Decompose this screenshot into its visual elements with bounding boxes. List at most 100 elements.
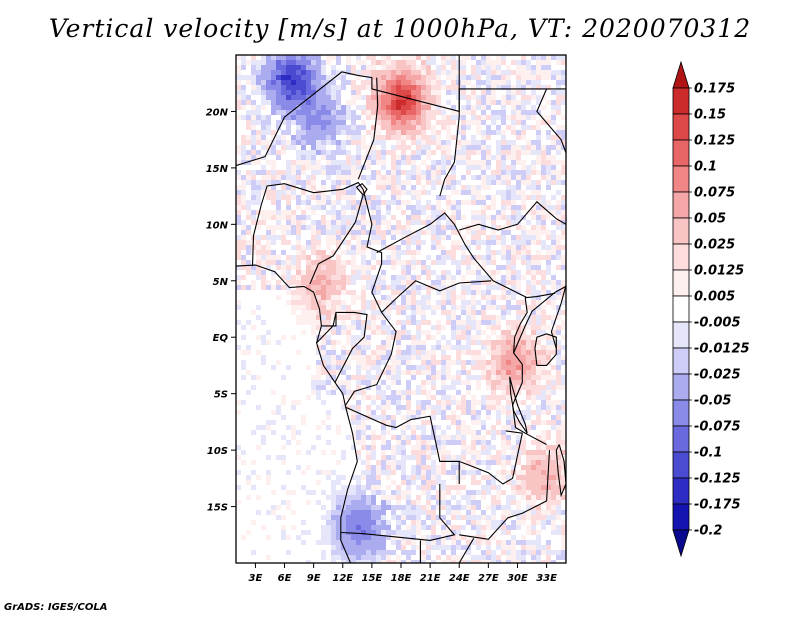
field-cell	[236, 280, 241, 285]
field-cell	[391, 465, 396, 470]
field-cell	[401, 405, 406, 410]
field-cell	[531, 140, 536, 145]
field-cell	[366, 220, 371, 225]
field-cell	[301, 130, 306, 135]
field-cell	[266, 210, 271, 215]
field-cell	[336, 490, 341, 495]
field-cell	[326, 115, 331, 120]
field-cell	[401, 290, 406, 295]
field-cell	[331, 230, 336, 235]
field-cell	[381, 260, 386, 265]
field-cell	[391, 110, 396, 115]
field-cell	[341, 400, 346, 405]
field-cell	[416, 505, 421, 510]
field-cell	[451, 460, 456, 465]
field-cell	[411, 195, 416, 200]
field-cell	[251, 550, 256, 555]
field-cell	[516, 315, 521, 320]
field-cell	[541, 475, 546, 480]
field-cell	[371, 280, 376, 285]
field-cell	[396, 85, 401, 90]
field-cell	[466, 325, 471, 330]
field-cell	[401, 490, 406, 495]
field-cell	[371, 220, 376, 225]
field-cell	[256, 510, 261, 515]
field-cell	[281, 115, 286, 120]
field-cell	[541, 85, 546, 90]
field-cell	[241, 205, 246, 210]
field-cell	[286, 185, 291, 190]
field-cell	[506, 295, 511, 300]
field-cell	[511, 360, 516, 365]
field-cell	[341, 535, 346, 540]
field-cell	[536, 265, 541, 270]
field-cell	[461, 95, 466, 100]
field-cell	[321, 150, 326, 155]
field-cell	[426, 435, 431, 440]
field-cell	[401, 65, 406, 70]
colorbar-bin	[672, 451, 690, 479]
field-cell	[531, 260, 536, 265]
field-cell	[276, 410, 281, 415]
field-cell	[461, 250, 466, 255]
border-line	[439, 430, 523, 485]
field-cell	[266, 60, 271, 65]
field-cell	[286, 125, 291, 130]
field-cell	[266, 80, 271, 85]
field-cell	[336, 540, 341, 545]
field-cell	[521, 100, 526, 105]
field-cell	[486, 480, 491, 485]
field-cell	[381, 380, 386, 385]
colorbar-label: 0.005	[694, 290, 735, 305]
field-cell	[321, 120, 326, 125]
field-cell	[381, 140, 386, 145]
field-cell	[556, 170, 561, 175]
field-cell	[381, 390, 386, 395]
field-cell	[426, 60, 431, 65]
field-cell	[496, 155, 501, 160]
field-cell	[371, 235, 376, 240]
field-cell	[421, 350, 426, 355]
field-cell	[256, 65, 261, 70]
x-tick-label: 30E	[507, 573, 528, 584]
field-cell	[471, 510, 476, 515]
field-cell	[411, 510, 416, 515]
field-cell	[541, 65, 546, 70]
field-cell	[506, 445, 511, 450]
field-cell	[536, 135, 541, 140]
field-cell	[256, 240, 261, 245]
field-cell	[426, 290, 431, 295]
field-cell	[266, 455, 271, 460]
field-cell	[401, 305, 406, 310]
field-cell	[256, 495, 261, 500]
field-cell	[316, 395, 321, 400]
field-cell	[291, 425, 296, 430]
field-cell	[251, 520, 256, 525]
field-cell	[476, 100, 481, 105]
field-cell	[366, 395, 371, 400]
field-cell	[361, 340, 366, 345]
field-cell	[521, 130, 526, 135]
field-cell	[326, 440, 331, 445]
field-cell	[466, 120, 471, 125]
field-cell	[421, 145, 426, 150]
field-cell	[346, 245, 351, 250]
field-cell	[426, 295, 431, 300]
field-cell	[551, 165, 556, 170]
field-cell	[241, 400, 246, 405]
field-cell	[331, 100, 336, 105]
field-cell	[346, 495, 351, 500]
field-cell	[346, 365, 351, 370]
field-cell	[351, 125, 356, 130]
field-cell	[556, 370, 561, 375]
field-cell	[461, 360, 466, 365]
field-cell	[421, 125, 426, 130]
field-cell	[256, 275, 261, 280]
field-cell	[481, 425, 486, 430]
field-cell	[561, 55, 566, 60]
field-cell	[466, 430, 471, 435]
field-cell	[351, 420, 356, 425]
field-cell	[396, 250, 401, 255]
field-cell	[376, 105, 381, 110]
field-cell	[481, 130, 486, 135]
